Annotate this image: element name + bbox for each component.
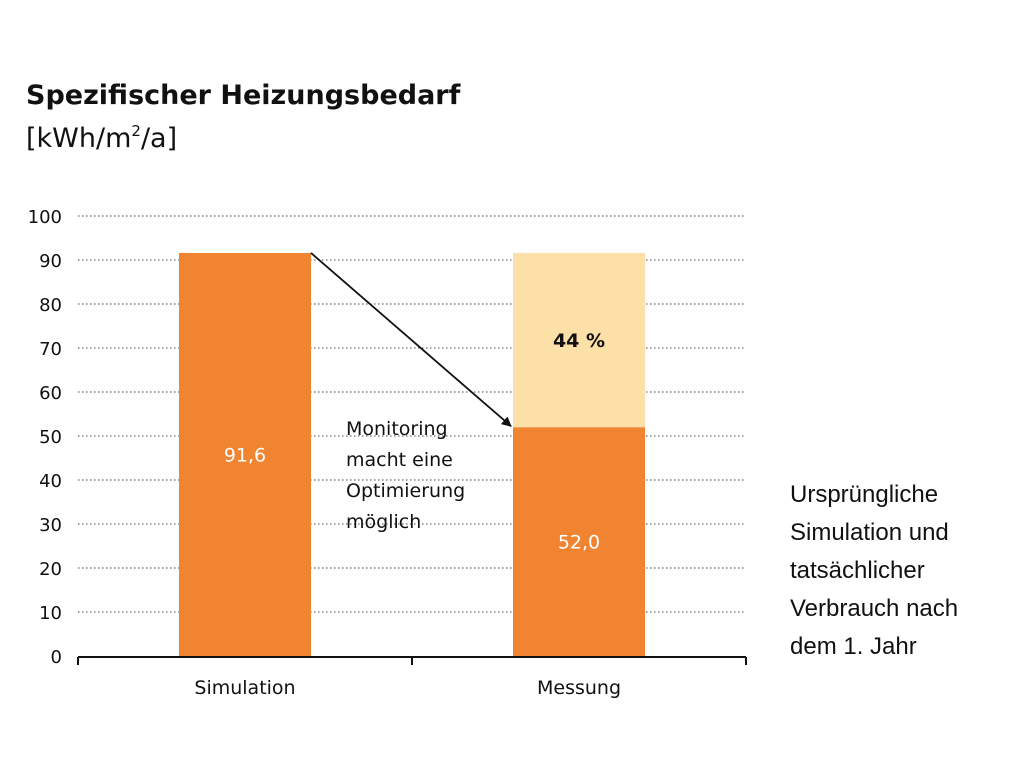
chart-title: Spezifischer Heizungsbedarf xyxy=(26,80,461,111)
bar-segment xyxy=(513,427,645,656)
bar-data-label: 44 % xyxy=(553,330,605,352)
x-tick-label: Simulation xyxy=(194,677,295,699)
y-tick-label: 0 xyxy=(51,647,62,668)
y-tick-label: 30 xyxy=(39,515,62,536)
x-tick-label: Messung xyxy=(537,677,621,699)
y-tick-label: 40 xyxy=(39,471,62,492)
y-tick-label: 10 xyxy=(39,603,62,624)
y-tick-label: 60 xyxy=(39,383,62,404)
unit-suffix: /a] xyxy=(140,123,178,154)
caption-line: Ursprüngliche xyxy=(790,481,939,508)
bar-labels: 91,6 52,0 44 % xyxy=(224,330,605,554)
caption-line: Verbrauch nach xyxy=(790,595,959,622)
annotation-text: Monitoring macht eine Optimierung möglich xyxy=(346,418,465,533)
y-tick-label: 100 xyxy=(28,207,62,228)
y-tick-label: 70 xyxy=(39,339,62,360)
x-tick-labels: Simulation Messung xyxy=(194,677,621,699)
y-tick-labels: 0 10 20 30 40 50 60 70 80 90 100 xyxy=(28,207,62,668)
bar-data-label: 52,0 xyxy=(558,532,600,554)
chart-unit: [kWh/m2/a] xyxy=(26,122,177,154)
y-tick-label: 20 xyxy=(39,559,62,580)
annotation-arrow xyxy=(310,252,512,427)
caption: Ursprüngliche Simulation und tatsächlich… xyxy=(790,476,1030,666)
bar-segment xyxy=(513,252,645,428)
annotation-line: möglich xyxy=(346,511,421,533)
x-axis xyxy=(77,656,747,665)
unit-prefix: [kWh/m xyxy=(26,123,132,154)
unit-superscript: 2 xyxy=(131,122,141,140)
caption-line: tatsächlicher xyxy=(790,557,925,584)
annotation-line: Optimierung xyxy=(346,480,465,502)
annotation-line: macht eine xyxy=(346,449,453,471)
y-tick-label: 80 xyxy=(39,295,62,316)
y-tick-label: 90 xyxy=(39,251,62,272)
y-tick-label: 50 xyxy=(39,427,62,448)
gridlines xyxy=(78,215,746,613)
bar-segment xyxy=(179,252,311,656)
annotation-line: Monitoring xyxy=(346,418,448,440)
caption-line: dem 1. Jahr xyxy=(790,633,917,660)
bar-data-label: 91,6 xyxy=(224,444,266,466)
caption-line: Simulation und xyxy=(790,519,949,546)
bars xyxy=(179,252,645,656)
